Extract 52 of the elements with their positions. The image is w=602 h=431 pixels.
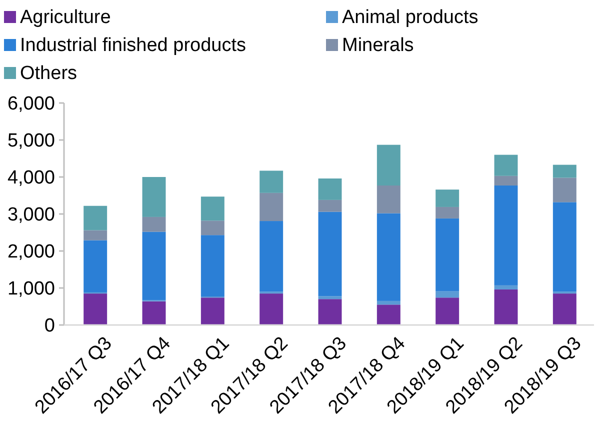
bar	[200, 220, 224, 236]
y-tick-label: 1,000	[7, 278, 55, 300]
y-tick-label: 5,000	[7, 130, 55, 152]
bar	[318, 296, 342, 300]
bar	[260, 170, 284, 193]
bar	[436, 218, 460, 292]
bar	[552, 178, 576, 202]
bar	[200, 235, 224, 297]
bar	[142, 301, 166, 325]
bar	[552, 164, 576, 178]
bar	[84, 230, 108, 240]
bar	[436, 190, 460, 207]
bar	[436, 291, 460, 298]
bar	[494, 289, 518, 325]
legend-label: Animal products	[342, 7, 478, 28]
bar	[260, 192, 284, 222]
bar	[436, 298, 460, 325]
legend-label: Agriculture	[20, 7, 111, 28]
bar	[318, 299, 342, 325]
bar	[376, 304, 400, 325]
y-tick-label: 0	[44, 316, 55, 337]
legend-label: Minerals	[342, 35, 414, 56]
bar	[376, 213, 400, 301]
bar	[494, 186, 518, 286]
bar	[142, 232, 166, 300]
bar	[260, 221, 284, 292]
bar	[376, 300, 400, 305]
bar	[318, 200, 342, 212]
y-tick-label: 6,000	[7, 94, 55, 115]
bar	[376, 144, 400, 186]
bar	[84, 294, 108, 325]
legend-label: Others	[20, 63, 78, 84]
bar	[84, 240, 108, 292]
y-tick-label: 3,000	[7, 204, 55, 226]
bar	[552, 294, 576, 325]
bar	[142, 177, 166, 217]
bar	[200, 196, 224, 221]
bar	[552, 202, 576, 292]
legend-label: Industrial finished products	[20, 35, 246, 56]
bar	[494, 154, 518, 176]
bar	[494, 176, 518, 186]
bar	[318, 178, 342, 200]
bar	[260, 294, 284, 325]
bar	[142, 216, 166, 232]
bar	[376, 186, 400, 214]
bar	[494, 285, 518, 290]
bar	[200, 298, 224, 325]
bar	[84, 206, 108, 230]
bar	[436, 206, 460, 218]
y-tick-label: 2,000	[7, 242, 55, 263]
bar	[318, 212, 342, 296]
y-tick-label: 4,000	[7, 168, 55, 189]
